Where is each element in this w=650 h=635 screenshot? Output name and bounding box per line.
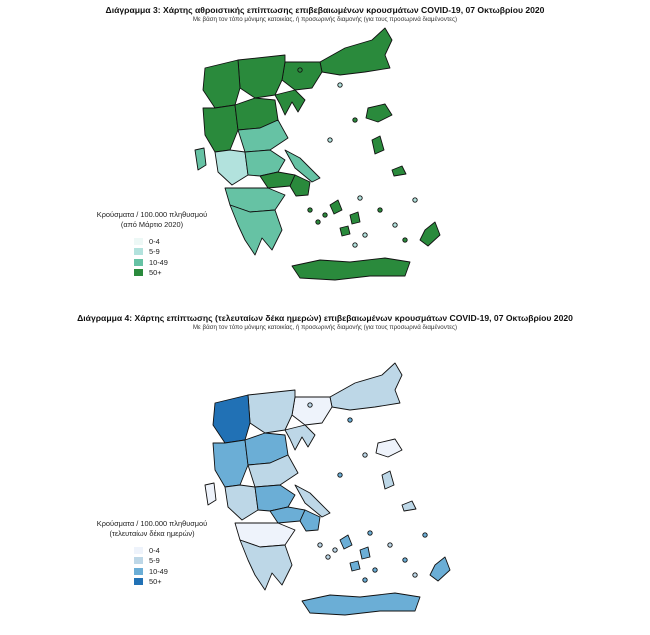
island: [412, 197, 418, 203]
island: [372, 567, 378, 573]
legend-swatch: [134, 237, 143, 245]
legend-label: 0-4: [149, 236, 160, 246]
region-chalkidiki: [274, 89, 306, 116]
legend-label: 5-9: [149, 556, 160, 565]
island: [362, 452, 368, 458]
legend-item: 5-9: [134, 247, 222, 257]
region-crete: [291, 257, 411, 281]
island: [347, 417, 353, 423]
region-attica: [299, 509, 321, 532]
legend-swatch: [134, 567, 143, 575]
island: [357, 195, 363, 201]
island: [297, 67, 303, 73]
legend-label: 50+: [149, 268, 162, 277]
region-aetolia: [214, 149, 249, 186]
region-cyclades: [329, 199, 361, 237]
legend-item: 0-4: [134, 236, 222, 246]
region-samos: [401, 500, 417, 512]
legend-title: Κρούσματα / 100.000 πληθυσμού: [96, 519, 208, 528]
legend-label: 10-49: [149, 257, 168, 267]
island: [412, 572, 418, 578]
island: [317, 542, 323, 548]
region-aetolia: [224, 484, 259, 521]
region-crete: [301, 592, 421, 616]
region-central-mac: [247, 389, 296, 434]
island: [367, 530, 373, 536]
region-attica: [289, 174, 311, 197]
legend-item: 50+: [134, 268, 222, 278]
region-cyclades: [339, 534, 371, 572]
region-euboea: [284, 149, 321, 183]
map2-subtitle: Με βάση τον τόπο μόνιμης κατοικίας, ή πρ…: [192, 324, 458, 331]
island: [402, 237, 408, 243]
region-ionian: [204, 482, 217, 506]
legend-swatch: [134, 248, 143, 255]
legend-swatch: [134, 258, 143, 266]
legend-label: 0-4: [149, 545, 160, 555]
island: [325, 554, 331, 560]
legend-swatch: [134, 269, 143, 276]
region-euboea: [294, 484, 331, 518]
island: [352, 242, 358, 248]
map1-title: Διάγραμμα 3: Χάρτης αθροιστικής επίπτωση…: [105, 5, 545, 15]
legend-subtitle: (τελευταίων δέκα ημερών): [109, 529, 195, 538]
island: [337, 472, 343, 478]
region-samos: [391, 165, 407, 177]
legend-item: 10-49: [134, 566, 222, 576]
island: [307, 402, 313, 408]
region-central-mac: [237, 54, 286, 99]
island: [332, 547, 338, 553]
region-east-mac: [291, 396, 333, 426]
island: [322, 212, 328, 218]
island: [315, 219, 321, 225]
island: [392, 222, 398, 228]
map1-legend: Κρούσματα / 100.000 πληθυσμού (από Μάρτι…: [82, 210, 222, 278]
region-rhodes: [429, 556, 451, 582]
map2-title: Διάγραμμα 4: Χάρτης επίπτωσης (τελευταίω…: [77, 313, 573, 323]
region-chalkidiki: [284, 424, 316, 451]
region-ionian: [194, 147, 207, 171]
island: [352, 117, 358, 123]
region-west-mac: [212, 394, 251, 444]
island: [362, 577, 368, 583]
region-rhodes: [419, 221, 441, 247]
region-lesvos: [375, 438, 403, 458]
legend-item: 0-4: [134, 545, 222, 555]
legend-item: 10-49: [134, 257, 222, 267]
legend-label: 10-49: [149, 566, 168, 576]
island: [337, 82, 343, 88]
island: [422, 532, 428, 538]
region-epirus: [212, 439, 249, 488]
region-west-mac: [202, 59, 241, 109]
island: [362, 232, 368, 238]
legend-item: 5-9: [134, 556, 222, 566]
region-lesvos: [365, 103, 393, 123]
legend-swatch: [134, 557, 143, 564]
island: [402, 557, 408, 563]
map2-legend: Κρούσματα / 100.000 πληθυσμού (τελευταίω…: [82, 519, 222, 587]
island: [377, 207, 383, 213]
island: [327, 137, 333, 143]
legend-swatch: [134, 578, 143, 585]
legend-subtitle: (από Μάρτιο 2020): [120, 220, 184, 229]
island: [387, 542, 393, 548]
region-peloponnese-s: [229, 204, 283, 256]
legend-item: 50+: [134, 577, 222, 587]
legend-label: 5-9: [149, 247, 160, 256]
region-thrace: [319, 27, 393, 76]
legend-title: Κρούσματα / 100.000 πληθυσμού: [96, 210, 208, 219]
region-east-mac: [281, 61, 323, 91]
island: [307, 207, 313, 213]
region-thrace: [329, 362, 403, 411]
map1-subtitle: Με βάση τον τόπο μόνιμης κατοικίας, ή πρ…: [192, 16, 458, 23]
region-peloponnese-s: [239, 539, 293, 591]
map2-greece-choropleth: [204, 362, 451, 616]
region-chios: [371, 135, 385, 155]
region-chios: [381, 470, 395, 490]
legend-label: 50+: [149, 577, 162, 586]
map1-greece-choropleth: [194, 27, 441, 281]
region-epirus: [202, 104, 239, 153]
legend-swatch: [134, 546, 143, 554]
